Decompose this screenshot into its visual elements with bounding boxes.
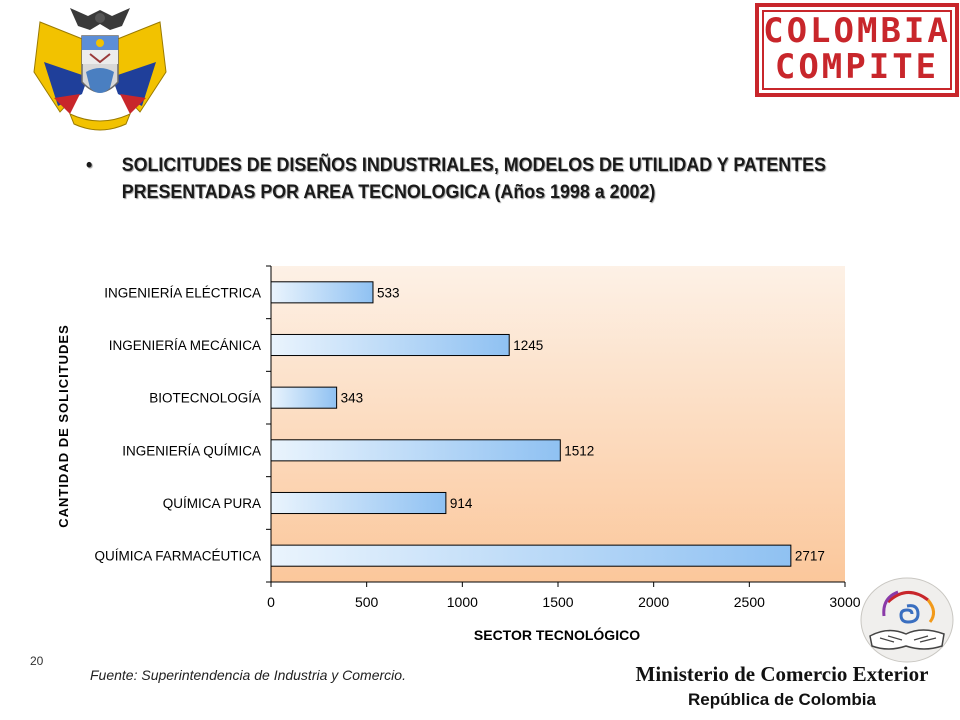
y-axis-title: CANTIDAD DE SOLICITUDES: [56, 324, 71, 528]
data-label: 2717: [795, 549, 825, 564]
data-label: 914: [450, 496, 473, 511]
x-tick-label: 2500: [734, 594, 765, 610]
stamp-line-2: COMPITE: [774, 47, 940, 87]
coat-of-arms-logo: [33, 8, 167, 131]
x-tick-label: 3000: [829, 594, 860, 610]
x-tick-label: 0: [267, 594, 275, 610]
labels: INGENIERÍA ELÉCTRICA 533 INGENIERÍA MECÁNI…: [94, 285, 824, 563]
category-label: INGENIERÍA MECÁNICA: [109, 338, 261, 353]
data-label: 1245: [513, 338, 543, 353]
category-label: BIOTECNOLOGÍA: [149, 391, 261, 406]
plot-area: [271, 266, 845, 582]
category-label: INGENIERÍA ELÉCTRICA: [104, 285, 261, 300]
bar: [270, 333, 510, 357]
colombia-compite-stamp: COLOMBIA COMPITE: [754, 2, 960, 98]
source-note: Fuente: Superintendencia de Industria y …: [90, 667, 406, 683]
category-label: INGENIERÍA QUÍMICA: [122, 443, 261, 458]
republic-name: República de Colombia: [688, 690, 876, 709]
category-label: QUÍMICA PURA: [163, 496, 261, 511]
data-label: 1512: [564, 443, 594, 458]
slide-heading: • SOLICITUDES DE DISEÑOS INDUSTRIALES, M…: [86, 152, 876, 206]
stamp-line-1: COLOMBIA: [763, 11, 951, 51]
bar: [270, 281, 374, 304]
x-tick-label: 2000: [638, 594, 669, 610]
ministry-name: Ministerio de Comercio Exterior: [635, 662, 929, 686]
spiral-hands-emblem: [860, 577, 954, 663]
bar: [270, 439, 561, 462]
x-tick-marks: 0 500 1000 1500 2000 2500 3000: [267, 582, 861, 610]
x-tick-label: 1500: [542, 594, 573, 610]
bars: [270, 281, 792, 567]
bullet-icon: •: [86, 155, 93, 176]
y-tick-marks: [266, 265, 271, 583]
bar: [270, 544, 792, 567]
x-tick-label: 1000: [447, 594, 478, 610]
category-label: QUÍMICA FARMACÉUTICA: [94, 549, 261, 564]
x-axis-title: SECTOR TECNOLÓGICO: [474, 626, 640, 643]
data-label: 343: [341, 391, 364, 406]
heading-text: SOLICITUDES DE DISEÑOS INDUSTRIALES, MOD…: [121, 155, 826, 203]
x-tick-label: 500: [355, 594, 379, 610]
bar: [270, 386, 338, 409]
data-label: 533: [377, 285, 400, 300]
bar: [270, 491, 447, 515]
page-number: 20: [30, 654, 44, 668]
